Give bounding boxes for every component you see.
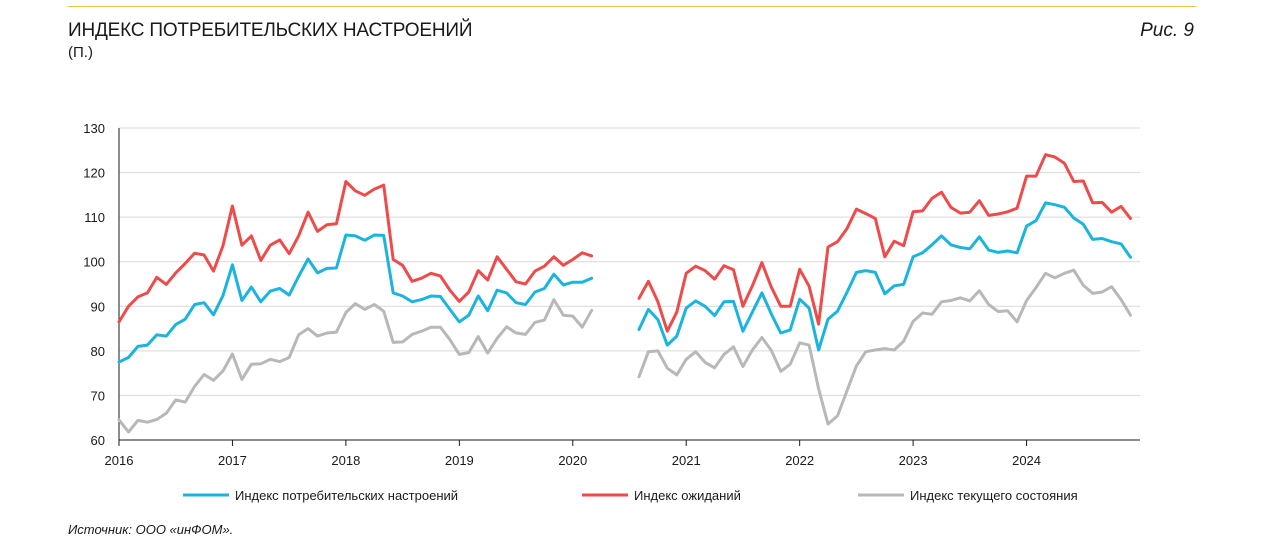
x-tick-label: 2024: [1012, 453, 1041, 468]
source-note: Источник: ООО «инФОМ».: [68, 522, 234, 537]
x-tick-label: 2019: [445, 453, 474, 468]
legend-label-2: Индекс ожиданий: [634, 488, 741, 503]
y-tick-label: 130: [83, 121, 105, 136]
series-line-1-segment-1: [117, 233, 594, 364]
series-line-3-segment-1: [117, 298, 594, 434]
legend-label-1: Индекс потребительских настроений: [235, 488, 458, 503]
x-tick-label: 2018: [331, 453, 360, 468]
series-line-2-segment-1: [117, 180, 594, 324]
x-tick-label: 2020: [558, 453, 587, 468]
x-tick-label: 2023: [899, 453, 928, 468]
series-line-1-segment-2: [637, 201, 1132, 352]
top-rule: [68, 6, 1196, 7]
y-tick-label: 90: [91, 299, 105, 314]
line-chart: 60 70 80 90 100 110 120 130 2016 2017 2018 2019 2020…: [83, 121, 1140, 503]
x-tick-label: 2017: [218, 453, 247, 468]
figure-label: Рис. 9: [1140, 20, 1194, 41]
series-line-2-segment-2: [637, 153, 1132, 333]
chart-title: ИНДЕКС ПОТРЕБИТЕЛЬСКИХ НАСТРОЕНИЙ: [68, 20, 473, 41]
series-line-3-segment-2: [637, 268, 1132, 426]
y-tick-label: 120: [83, 166, 105, 181]
x-tick-label: 2021: [672, 453, 701, 468]
chart-unit: (П.): [68, 44, 93, 61]
y-tick-label: 100: [83, 255, 105, 270]
y-tick-label: 60: [91, 433, 105, 448]
x-tick-label: 2016: [105, 453, 134, 468]
y-tick-label: 70: [91, 388, 105, 403]
y-tick-label: 110: [84, 210, 105, 225]
y-tick-label: 80: [91, 344, 105, 359]
legend-label-3: Индекс текущего состояния: [910, 488, 1078, 503]
x-tick-label: 2022: [785, 453, 814, 468]
